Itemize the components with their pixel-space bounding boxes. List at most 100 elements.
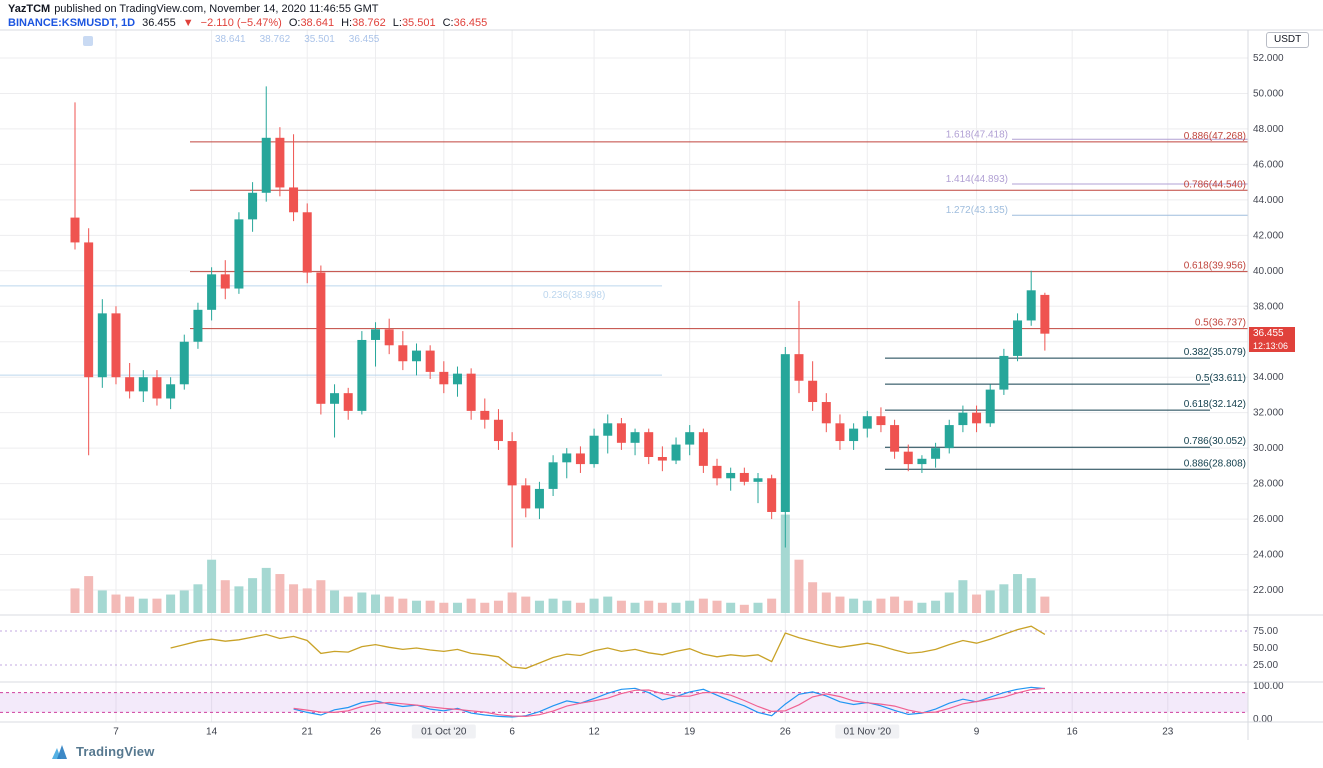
tradingview-logo-icon[interactable] xyxy=(52,744,70,759)
fib-extension-label: 1.618(47.418) xyxy=(946,129,1008,140)
stoch-band xyxy=(0,692,1248,713)
candle-body xyxy=(234,219,244,289)
candle-body xyxy=(193,309,203,342)
candle-body xyxy=(603,423,613,436)
candle-body xyxy=(398,345,408,362)
fib-label-lower: 0.786(30.052) xyxy=(1184,436,1246,447)
tradingview-wordmark[interactable]: TradingView xyxy=(76,744,155,759)
candle-body xyxy=(125,377,135,392)
time-axis-label: 01 Oct '20 xyxy=(421,727,467,738)
volume-bar xyxy=(917,602,927,613)
candle-body xyxy=(712,465,722,479)
candle-body xyxy=(425,350,435,372)
price-axis-label: 26.000 xyxy=(1253,514,1284,525)
candle-body xyxy=(166,384,176,399)
candle-body xyxy=(275,137,285,188)
candle-body xyxy=(562,453,572,463)
volume-bar xyxy=(343,596,353,613)
candle-body xyxy=(371,329,381,340)
currency-toggle-button[interactable]: USDT xyxy=(1266,32,1310,48)
bar-countdown-tag: 12:13:06 xyxy=(1249,340,1295,352)
time-axis-box xyxy=(835,724,900,739)
candle-body xyxy=(876,416,886,426)
legend-open-value: 38.641 xyxy=(215,34,246,45)
volume-bar xyxy=(425,600,435,613)
volume-bar xyxy=(220,580,230,613)
candle-body xyxy=(698,432,708,466)
candle-body xyxy=(1013,320,1023,356)
volume-bar xyxy=(412,600,421,613)
candle-body xyxy=(808,380,818,403)
volume-bar xyxy=(111,594,121,613)
candle-body xyxy=(521,485,531,509)
volume-bar xyxy=(603,596,613,613)
volume-bar xyxy=(698,598,708,613)
candle-body xyxy=(1026,290,1036,321)
price-axis-label: 50.000 xyxy=(1253,88,1284,99)
volume-bar xyxy=(261,567,271,613)
fib-label-upper: 0.786(44.540) xyxy=(1184,179,1246,190)
low-field: L:35.501 xyxy=(393,17,436,29)
volume-bar xyxy=(207,559,217,613)
close-field: C:36.455 xyxy=(443,17,488,29)
volume-bar xyxy=(330,590,340,613)
rsi-axis-label: 25.00 xyxy=(1253,660,1278,671)
volume-bar xyxy=(931,600,941,613)
candle-body xyxy=(767,478,777,512)
time-axis-label: 7 xyxy=(113,727,119,738)
candle-body xyxy=(890,425,900,452)
fib-label-lower: 0.886(28.808) xyxy=(1184,458,1246,469)
volume-bar xyxy=(248,578,258,613)
symbol-info-bar: BINANCE:KSMUSDT, 1D 36.455 ▼ −2.110 (−5.… xyxy=(8,17,487,29)
time-axis-label: 6 xyxy=(509,727,515,738)
candle-body xyxy=(671,444,681,461)
price-axis-label: 38.000 xyxy=(1253,301,1284,312)
volume-bar xyxy=(972,594,982,613)
price-axis-label: 22.000 xyxy=(1253,585,1284,596)
volume-bar xyxy=(876,598,886,613)
volume-bar xyxy=(657,602,667,613)
legend-low-value: 35.501 xyxy=(304,34,335,45)
publish-info: published on TradingView.com, November 1… xyxy=(54,3,379,15)
symbol-title: BINANCE:KSMUSDT, 1D xyxy=(8,17,136,29)
candle-body xyxy=(289,187,299,213)
candle-body xyxy=(999,355,1009,390)
rsi-axis-label: 75.00 xyxy=(1253,626,1278,637)
volume-bar xyxy=(179,590,189,613)
volume-bar xyxy=(480,602,490,613)
candle-body xyxy=(357,339,367,411)
volume-bar xyxy=(371,594,381,613)
candle-body xyxy=(384,329,394,346)
volume-bar xyxy=(685,600,695,613)
candle-body xyxy=(343,393,353,411)
candle-body xyxy=(412,350,421,362)
candle-body xyxy=(493,419,503,442)
rsi-line xyxy=(170,625,1046,670)
close-value: 36.455 xyxy=(453,17,488,29)
candle-body xyxy=(849,428,859,442)
price-axis-label: 34.000 xyxy=(1253,372,1284,383)
candle-body xyxy=(152,377,162,399)
time-axis-label: 01 Nov '20 xyxy=(844,727,892,738)
candle-body xyxy=(903,451,913,465)
candle-body xyxy=(794,354,804,381)
volume-bar xyxy=(589,598,599,613)
candle-body xyxy=(316,272,326,404)
high-value: 38.762 xyxy=(352,17,386,29)
price-change: −2.110 (−5.47%) xyxy=(200,17,282,29)
volume-bar xyxy=(234,586,244,613)
candle-body xyxy=(821,402,831,424)
volume-bar xyxy=(944,592,954,613)
candle-body xyxy=(466,373,476,411)
legend-marker-icon xyxy=(83,36,93,46)
volume-bar xyxy=(152,598,162,613)
candle-body xyxy=(70,217,80,243)
stoch-d-line xyxy=(293,687,1045,718)
candle-body xyxy=(616,423,626,443)
volume-bar xyxy=(302,588,312,613)
time-axis-box xyxy=(411,724,476,739)
volume-bar xyxy=(616,600,626,613)
fib-extension-label: 1.272(43.135) xyxy=(946,205,1008,216)
volume-bar xyxy=(398,598,408,613)
